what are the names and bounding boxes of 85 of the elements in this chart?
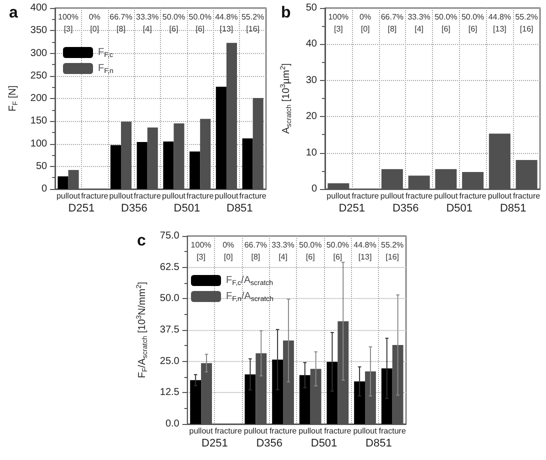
annotation: 50.0% [6] — [461, 12, 484, 34]
text: D851 — [226, 202, 253, 214]
y-tick-label: 50.0 — [160, 293, 180, 304]
annotation: 33.3% [4] — [408, 12, 430, 34]
y-tick-label: 300 — [30, 48, 48, 59]
annotation: 33.3% [4] — [136, 12, 159, 34]
x-tick-label: fracture — [513, 192, 541, 200]
y-tick-label: 50 — [36, 160, 48, 172]
text: D851 — [366, 438, 392, 450]
annotation: 100% [3] — [58, 12, 78, 34]
y-tick-label: 100 — [30, 138, 48, 150]
text: D251 — [202, 438, 228, 450]
x-tick-label: pullout — [326, 192, 351, 200]
text: D356 — [256, 438, 282, 450]
y-tick-label: 150 — [30, 116, 48, 127]
annotation: 0% [0] — [88, 12, 100, 34]
x-tick-label: fracture — [352, 192, 380, 200]
annotation: 0% [0] — [222, 240, 234, 262]
y-tick-label: 75.0 — [160, 230, 180, 242]
chart-title: c — [137, 232, 146, 250]
annotation: 66.7% [8] — [380, 12, 404, 34]
x-tick-label: pullout — [214, 192, 240, 200]
x-tick-label: pullout — [434, 192, 458, 200]
x-tick-label: pullout — [298, 426, 323, 436]
chart-title: a — [9, 4, 18, 22]
x-tick-label: pullout — [56, 192, 81, 200]
x-tick-label: fracture — [239, 192, 267, 200]
x-tick-label: fracture — [406, 192, 434, 200]
annotation: 66.7% [8] — [244, 240, 268, 262]
annotation: 66.7% [8] — [110, 12, 132, 34]
text: D251 — [338, 202, 366, 214]
text: D501 — [446, 202, 473, 214]
text: D501 — [310, 438, 338, 450]
annotation: 44.8% [13] — [354, 240, 376, 262]
x-tick-label: fracture — [324, 426, 352, 436]
x-tick-label: pullout — [189, 426, 214, 436]
x-tick-label: pullout — [162, 192, 186, 200]
y-tick-label: 25.0 — [160, 356, 180, 367]
chart-title: b — [281, 4, 291, 22]
x-tick-label: pullout — [488, 192, 512, 200]
annotation: 55.2% [16] — [515, 12, 538, 34]
annotation: 33.3% [4] — [272, 240, 294, 262]
annotation: 44.8% [13] — [488, 12, 512, 34]
annotation: 55.2% [16] — [380, 240, 404, 262]
y-tick-label: 10 — [306, 147, 318, 158]
y-tick-label: 200 — [30, 93, 48, 104]
text: D501 — [174, 202, 200, 214]
annotation: 100% [3] — [190, 240, 212, 262]
y-tick-label: 30 — [306, 74, 318, 86]
y-tick-label: 50 — [306, 2, 318, 14]
y-tick-label: 0.0 — [165, 418, 180, 430]
x-tick-label: fracture — [378, 426, 406, 436]
y-tick-label: 350 — [30, 25, 48, 36]
annotation: 0% [0] — [360, 12, 372, 34]
annotation: 50.0% [6] — [326, 240, 350, 262]
annotation: 50.0% [6] — [188, 12, 212, 34]
x-tick-label: pullout — [353, 426, 378, 436]
x-tick-label: pullout — [109, 192, 134, 200]
y-tick-label: 250 — [30, 70, 48, 82]
text: D251 — [68, 202, 95, 214]
x-tick-label: fracture — [134, 192, 162, 200]
y-tick-label: 20 — [306, 111, 318, 122]
text: D851 — [500, 202, 526, 214]
annotation: 44.8% [13] — [215, 12, 238, 34]
x-tick-label: pullout — [380, 192, 405, 200]
y-tick-label: 62.5 — [160, 262, 180, 273]
y-tick-label: 12.5 — [160, 387, 180, 398]
y-tick-label: 0 — [311, 184, 318, 194]
x-tick-label: pullout — [244, 426, 268, 436]
annotation: 100% [3] — [328, 12, 349, 34]
x-tick-label: fracture — [459, 192, 487, 200]
x-tick-label: fracture — [186, 192, 214, 200]
annotation: 50.0% [6] — [162, 12, 186, 34]
text: D356 — [392, 202, 419, 214]
x-tick-label: fracture — [81, 192, 109, 200]
y-tick-label: 400 — [30, 2, 48, 14]
annotation: 50.0% [6] — [434, 12, 458, 34]
x-tick-label: fracture — [269, 426, 298, 436]
y-tick-label: 0 — [42, 184, 48, 194]
annotation: 55.2% [16] — [241, 12, 264, 34]
x-tick-label: fracture — [214, 426, 242, 436]
text: D356 — [121, 202, 148, 214]
y-tick-label: 40 — [306, 38, 318, 50]
annotation: 50.0% [6] — [299, 240, 322, 262]
y-tick-label: 37.5 — [160, 324, 180, 336]
